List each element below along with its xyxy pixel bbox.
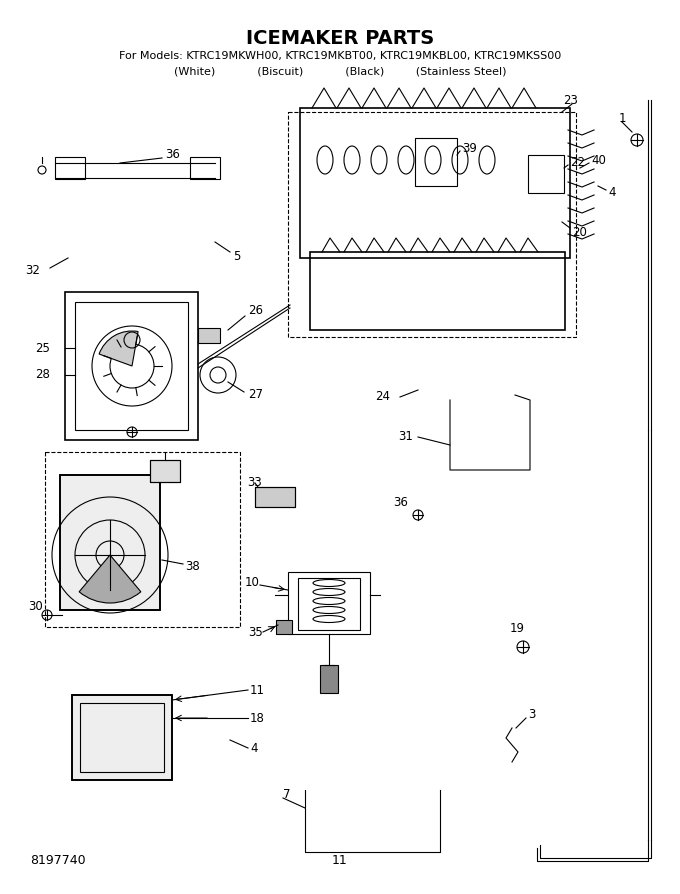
Text: 38: 38 [185, 561, 200, 573]
Bar [45, 452, 240, 627]
Bar [150, 460, 180, 482]
Bar [60, 475, 160, 610]
Text: 10: 10 [245, 576, 260, 588]
Text: 35: 35 [248, 626, 262, 638]
Text: 24: 24 [375, 391, 390, 403]
Bar [72, 695, 172, 780]
Bar [72, 695, 172, 780]
Text: 36: 36 [393, 495, 408, 509]
Text: 5: 5 [233, 249, 240, 263]
Text: 31: 31 [398, 431, 413, 443]
Bar [150, 460, 180, 482]
Bar [298, 578, 360, 630]
Text: 33: 33 [247, 476, 262, 488]
Text: 23: 23 [563, 94, 578, 106]
Text: 26: 26 [248, 303, 263, 316]
Text: 36: 36 [165, 148, 180, 162]
Text: 7: 7 [283, 789, 290, 802]
Wedge shape [99, 331, 138, 366]
Bar [288, 112, 576, 337]
Wedge shape [79, 555, 141, 603]
Bar [310, 252, 565, 330]
Bar [55, 157, 85, 179]
Text: ICEMAKER PARTS: ICEMAKER PARTS [246, 29, 434, 47]
Bar [255, 487, 295, 507]
Text: 40: 40 [591, 154, 606, 166]
Text: 19: 19 [510, 621, 525, 635]
Bar [198, 328, 220, 343]
Text: 11: 11 [332, 854, 348, 866]
Text: 4: 4 [608, 185, 615, 198]
Text: For Models: KTRC19MKWH00, KTRC19MKBT00, KTRC19MKBL00, KTRC19MKSS00: For Models: KTRC19MKWH00, KTRC19MKBT00, … [119, 51, 561, 61]
Text: 8197740: 8197740 [30, 854, 86, 866]
Text: 22: 22 [570, 156, 585, 168]
Text: 20: 20 [572, 225, 587, 239]
Text: 4: 4 [250, 741, 258, 755]
Bar [190, 157, 220, 179]
Text: 30: 30 [28, 601, 43, 613]
Text: 39: 39 [462, 141, 477, 155]
Text: 28: 28 [35, 368, 50, 382]
Text: 11: 11 [250, 684, 265, 696]
Bar [528, 155, 564, 193]
Text: (White)            (Biscuit)            (Black)         (Stainless Steel): (White) (Biscuit) (Black) (Stainless Ste… [174, 66, 506, 76]
Bar [60, 475, 160, 610]
Text: 27: 27 [248, 389, 263, 401]
Text: 3: 3 [528, 709, 535, 721]
Bar [415, 138, 457, 186]
Text: 25: 25 [35, 342, 50, 355]
Bar [288, 572, 370, 634]
Text: 18: 18 [250, 712, 265, 724]
Text: 1: 1 [619, 112, 626, 124]
Bar [80, 703, 164, 772]
Bar [300, 108, 570, 258]
Bar [75, 302, 188, 430]
Bar [320, 665, 338, 693]
Bar [276, 620, 292, 634]
Bar [65, 292, 198, 440]
Bar [255, 487, 295, 507]
Text: 32: 32 [25, 264, 40, 276]
